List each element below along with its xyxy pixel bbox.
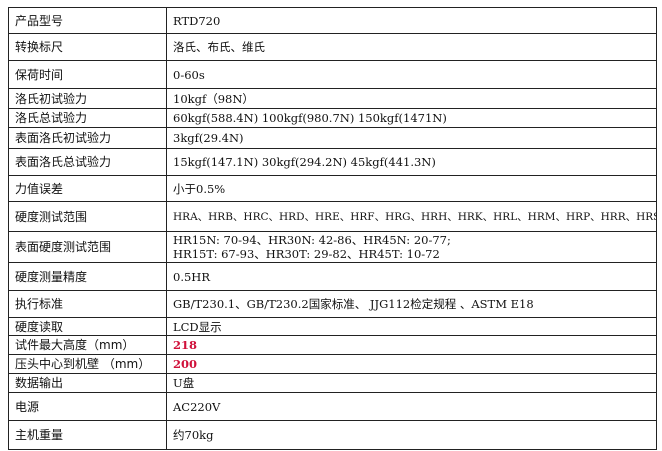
table-row: 表面洛氏初试验力 3kgf(29.4N) — [8, 127, 657, 149]
table-row: 转换标尺 洛氏、布氏、维氏 — [8, 33, 657, 61]
row-value: LCD显示 — [166, 317, 657, 336]
row-value: U盘 — [166, 373, 657, 393]
row-label: 硬度测试范围 — [8, 201, 167, 232]
row-value: 约70kg — [166, 420, 657, 450]
row-value: 10kgf（98N） — [166, 88, 657, 109]
row-value: 洛氏、布氏、维氏 — [166, 33, 657, 61]
row-value: 0-60s — [166, 60, 657, 89]
spec-table: 产品型号 RTD720 转换标尺 洛氏、布氏、维氏 保荷时间 0-60s 洛氏初试验力… — [8, 7, 657, 450]
row-label: 转换标尺 — [8, 33, 167, 61]
row-label: 试件最大高度（mm） — [8, 335, 167, 355]
table-row: 洛氏初试验力 10kgf（98N） — [8, 88, 657, 109]
row-label: 表面硬度测试范围 — [8, 231, 167, 263]
table-row: 表面洛氏总试验力 15kgf(147.1N) 30kgf(294.2N) 45kg… — [8, 148, 657, 176]
table-row: 表面硬度测试范围 HR15N: 70-94、HR30N: 42-86、HR45N:… — [8, 231, 657, 263]
row-label: 表面洛氏总试验力 — [8, 148, 167, 176]
row-label: 保荷时间 — [8, 60, 167, 89]
table-row: 压头中心到机壁 （mm） 200 — [8, 354, 657, 374]
table-row: 主机重量 约70kg — [8, 420, 657, 450]
row-label: 洛氏总试验力 — [8, 108, 167, 128]
row-value: GB/T230.1、GB/T230.2国家标准、 JJG112检定规程 、AST… — [166, 290, 657, 318]
row-value: 60kgf(588.4N) 100kgf(980.7N) 150kgf(1471… — [166, 108, 657, 128]
row-label: 洛氏初试验力 — [8, 88, 167, 109]
row-label: 压头中心到机壁 （mm） — [8, 354, 167, 374]
row-value: RTD720 — [166, 7, 657, 34]
table-row: 产品型号 RTD720 — [8, 7, 657, 34]
value-line-2: HR15T: 67-93、HR30T: 29-82、HR45T: 10-72 — [173, 247, 440, 261]
table-row: 执行标准 GB/T230.1、GB/T230.2国家标准、 JJG112检定规程 … — [8, 290, 657, 318]
value-line-1: HR15N: 70-94、HR30N: 42-86、HR45N: 20-77; — [173, 233, 451, 247]
row-value: HRA、HRB、HRC、HRD、HRE、HRF、HRG、HRH、HRK、HRL、… — [166, 201, 657, 232]
table-row: 数据输出 U盘 — [8, 373, 657, 393]
row-label: 电源 — [8, 392, 167, 421]
row-value: 小于0.5% — [166, 175, 657, 202]
row-label: 力值误差 — [8, 175, 167, 202]
table-row: 保荷时间 0-60s — [8, 60, 657, 89]
row-value: 15kgf(147.1N) 30kgf(294.2N) 45kgf(441.3N… — [166, 148, 657, 176]
table-row: 力值误差 小于0.5% — [8, 175, 657, 202]
row-label: 执行标准 — [8, 290, 167, 318]
row-value: 218 — [166, 335, 657, 355]
row-label: 数据输出 — [8, 373, 167, 393]
row-label: 硬度读取 — [8, 317, 167, 336]
row-value: HR15N: 70-94、HR30N: 42-86、HR45N: 20-77; H… — [166, 231, 657, 263]
row-value: 3kgf(29.4N) — [166, 127, 657, 149]
row-label: 主机重量 — [8, 420, 167, 450]
row-value: 0.5HR — [166, 262, 657, 291]
row-label: 产品型号 — [8, 7, 167, 34]
table-row: 硬度测试范围 HRA、HRB、HRC、HRD、HRE、HRF、HRG、HRH、HR… — [8, 201, 657, 232]
row-value: 200 — [166, 354, 657, 374]
table-row: 洛氏总试验力 60kgf(588.4N) 100kgf(980.7N) 150kg… — [8, 108, 657, 128]
row-value: AC220V — [166, 392, 657, 421]
table-row: 试件最大高度（mm） 218 — [8, 335, 657, 355]
table-row: 硬度读取 LCD显示 — [8, 317, 657, 336]
table-row: 电源 AC220V — [8, 392, 657, 421]
row-label: 硬度测量精度 — [8, 262, 167, 291]
table-row: 硬度测量精度 0.5HR — [8, 262, 657, 291]
row-label: 表面洛氏初试验力 — [8, 127, 167, 149]
